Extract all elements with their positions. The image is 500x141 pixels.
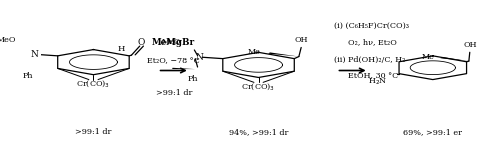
Text: 69%, >99:1 er: 69%, >99:1 er bbox=[404, 128, 462, 136]
Text: (i) (C₆H₅F)Cr(CO)₃: (i) (C₆H₅F)Cr(CO)₃ bbox=[334, 22, 409, 30]
Text: Et₂O, −78 °C: Et₂O, −78 °C bbox=[148, 57, 200, 65]
Polygon shape bbox=[440, 57, 469, 61]
Text: H: H bbox=[117, 45, 124, 53]
Text: >99:1 dr: >99:1 dr bbox=[156, 89, 192, 97]
Text: Ph: Ph bbox=[22, 72, 33, 80]
Text: O₂, hν, Et₂O: O₂, hν, Et₂O bbox=[348, 39, 397, 47]
Text: Cr(CO)$_3$: Cr(CO)$_3$ bbox=[242, 81, 276, 92]
Text: N: N bbox=[31, 50, 38, 59]
Text: Me: Me bbox=[248, 48, 261, 56]
Text: Ph: Ph bbox=[188, 75, 198, 83]
Text: MeO: MeO bbox=[0, 36, 16, 44]
Text: >99:1 dr: >99:1 dr bbox=[76, 128, 112, 136]
Text: H$_2$N: H$_2$N bbox=[368, 76, 388, 87]
Text: EtOH, 30 °C: EtOH, 30 °C bbox=[348, 72, 398, 80]
Text: OH: OH bbox=[463, 41, 476, 49]
Text: O: O bbox=[138, 38, 145, 47]
Polygon shape bbox=[7, 65, 30, 66]
Text: 94%, >99:1 dr: 94%, >99:1 dr bbox=[229, 128, 288, 136]
Polygon shape bbox=[268, 52, 299, 57]
Text: MeO: MeO bbox=[162, 38, 182, 46]
Text: N: N bbox=[196, 53, 204, 62]
Text: (ii) Pd(OH)₂/C, H₂: (ii) Pd(OH)₂/C, H₂ bbox=[334, 55, 406, 63]
Polygon shape bbox=[172, 68, 196, 69]
Text: Cr(CO)$_3$: Cr(CO)$_3$ bbox=[76, 78, 110, 89]
Text: OH: OH bbox=[294, 36, 308, 44]
Text: MeMgBr: MeMgBr bbox=[152, 38, 196, 47]
Text: Me: Me bbox=[422, 53, 434, 61]
